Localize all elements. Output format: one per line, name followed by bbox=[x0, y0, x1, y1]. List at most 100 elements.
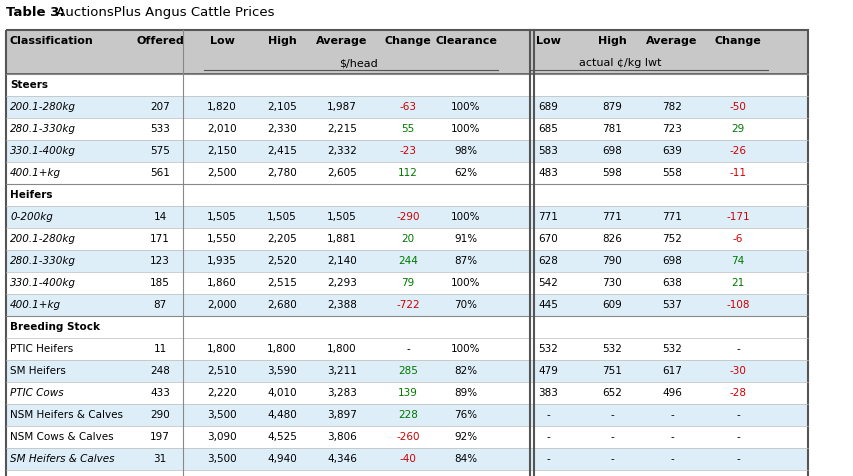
Text: Clearance: Clearance bbox=[434, 36, 496, 46]
Text: 583: 583 bbox=[537, 146, 557, 156]
Text: 1,550: 1,550 bbox=[207, 234, 236, 244]
Text: High: High bbox=[267, 36, 296, 46]
Text: Low: Low bbox=[535, 36, 560, 46]
Text: 200.1-280kg: 200.1-280kg bbox=[10, 102, 76, 112]
Bar bbox=[6, 316, 807, 338]
Text: Low: Low bbox=[209, 36, 235, 46]
Text: 558: 558 bbox=[661, 168, 682, 178]
Text: -290: -290 bbox=[396, 212, 420, 222]
Text: 280.1-330kg: 280.1-330kg bbox=[10, 124, 76, 134]
Text: 87: 87 bbox=[154, 300, 166, 310]
Text: 2,105: 2,105 bbox=[267, 102, 297, 112]
Text: 2,680: 2,680 bbox=[267, 300, 297, 310]
Text: -: - bbox=[545, 454, 549, 464]
Text: 617: 617 bbox=[661, 366, 682, 376]
Text: -: - bbox=[735, 432, 739, 442]
Bar bbox=[6, 382, 807, 404]
Text: 782: 782 bbox=[661, 102, 682, 112]
Text: 248: 248 bbox=[150, 366, 170, 376]
Text: 4,346: 4,346 bbox=[327, 454, 357, 464]
Text: 400.1+kg: 400.1+kg bbox=[10, 300, 61, 310]
Text: 639: 639 bbox=[661, 146, 682, 156]
Text: 200.1-280kg: 200.1-280kg bbox=[10, 234, 76, 244]
Text: 171: 171 bbox=[150, 234, 170, 244]
Text: 3,897: 3,897 bbox=[327, 410, 357, 420]
Text: 4,525: 4,525 bbox=[267, 432, 297, 442]
Text: -: - bbox=[735, 410, 739, 420]
Text: 207: 207 bbox=[150, 102, 170, 112]
Text: -63: -63 bbox=[399, 102, 416, 112]
Bar bbox=[6, 228, 807, 250]
Text: 123: 123 bbox=[150, 256, 170, 266]
Text: 1,800: 1,800 bbox=[267, 344, 297, 354]
Bar bbox=[6, 250, 807, 272]
Text: 2,520: 2,520 bbox=[267, 256, 297, 266]
Bar bbox=[6, 162, 807, 184]
Text: -40: -40 bbox=[399, 454, 416, 464]
Text: SM Heifers: SM Heifers bbox=[10, 366, 66, 376]
Text: -260: -260 bbox=[396, 432, 420, 442]
Text: 2,220: 2,220 bbox=[207, 388, 236, 398]
Text: 575: 575 bbox=[150, 146, 170, 156]
Text: 14: 14 bbox=[154, 212, 166, 222]
Text: 3,590: 3,590 bbox=[267, 366, 297, 376]
Text: 2,388: 2,388 bbox=[327, 300, 357, 310]
Text: 1,800: 1,800 bbox=[207, 344, 236, 354]
Text: Table 3:: Table 3: bbox=[6, 6, 65, 19]
Text: Change: Change bbox=[384, 36, 431, 46]
Text: 3,283: 3,283 bbox=[327, 388, 357, 398]
Text: 2,000: 2,000 bbox=[207, 300, 236, 310]
Text: -: - bbox=[609, 410, 613, 420]
Bar bbox=[6, 206, 807, 228]
Text: 1,935: 1,935 bbox=[206, 256, 236, 266]
Text: 2,330: 2,330 bbox=[267, 124, 297, 134]
Text: 228: 228 bbox=[397, 410, 417, 420]
Text: 483: 483 bbox=[537, 168, 557, 178]
Text: 4,940: 4,940 bbox=[267, 454, 297, 464]
Text: 76%: 76% bbox=[454, 410, 477, 420]
Text: 100%: 100% bbox=[450, 124, 480, 134]
Text: 82%: 82% bbox=[454, 366, 477, 376]
Text: PTIC Heifers: PTIC Heifers bbox=[10, 344, 73, 354]
Bar bbox=[6, 294, 807, 316]
Text: 698: 698 bbox=[661, 256, 682, 266]
Text: 2,215: 2,215 bbox=[327, 124, 357, 134]
Text: Breeding Stock: Breeding Stock bbox=[10, 322, 100, 332]
Text: AuctionsPlus Angus Cattle Prices: AuctionsPlus Angus Cattle Prices bbox=[52, 6, 274, 19]
Text: 3,806: 3,806 bbox=[327, 432, 357, 442]
Text: 537: 537 bbox=[661, 300, 682, 310]
Bar bbox=[6, 272, 807, 294]
Text: 91%: 91% bbox=[454, 234, 477, 244]
Text: 433: 433 bbox=[150, 388, 170, 398]
Text: 330.1-400kg: 330.1-400kg bbox=[10, 146, 76, 156]
Text: 79: 79 bbox=[401, 278, 415, 288]
Text: 771: 771 bbox=[601, 212, 621, 222]
Text: 730: 730 bbox=[601, 278, 621, 288]
Text: 532: 532 bbox=[537, 344, 557, 354]
Bar bbox=[6, 74, 807, 476]
Text: -: - bbox=[735, 454, 739, 464]
Bar bbox=[6, 184, 807, 206]
Text: 752: 752 bbox=[661, 234, 682, 244]
Text: 751: 751 bbox=[601, 366, 621, 376]
Text: 4,480: 4,480 bbox=[267, 410, 297, 420]
Text: 2,205: 2,205 bbox=[267, 234, 297, 244]
Text: Heifers: Heifers bbox=[10, 190, 52, 200]
Text: 2,415: 2,415 bbox=[267, 146, 297, 156]
Text: 2,515: 2,515 bbox=[267, 278, 297, 288]
Text: -: - bbox=[406, 344, 409, 354]
Text: -28: -28 bbox=[728, 388, 746, 398]
Text: 2,010: 2,010 bbox=[207, 124, 236, 134]
Text: 100%: 100% bbox=[450, 212, 480, 222]
Text: Offered: Offered bbox=[136, 36, 183, 46]
Text: Average: Average bbox=[316, 36, 368, 46]
Text: 826: 826 bbox=[601, 234, 621, 244]
Text: 879: 879 bbox=[601, 102, 621, 112]
Text: -6: -6 bbox=[732, 234, 742, 244]
Text: -: - bbox=[545, 432, 549, 442]
Text: 197: 197 bbox=[150, 432, 170, 442]
Text: -23: -23 bbox=[399, 146, 416, 156]
Text: Classification: Classification bbox=[10, 36, 94, 46]
Text: 112: 112 bbox=[397, 168, 417, 178]
Text: 21: 21 bbox=[730, 278, 744, 288]
